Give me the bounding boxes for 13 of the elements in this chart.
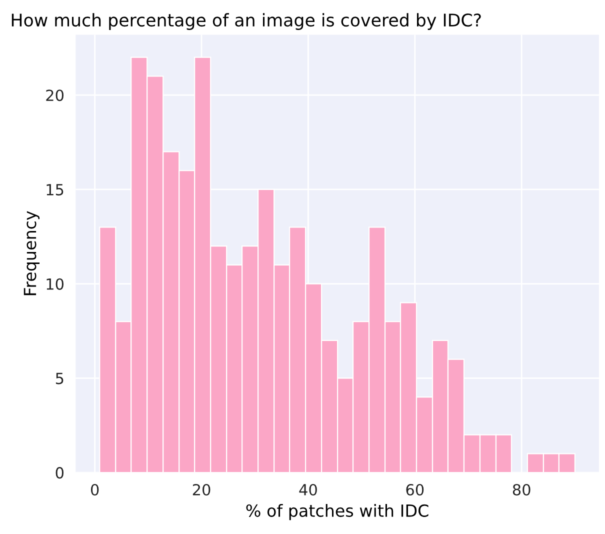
x-tick-label: 40: [299, 484, 317, 496]
y-axis-title: Frequency: [24, 211, 40, 296]
chart-title: How much percentage of an image is covered by IDC?: [12, 13, 481, 30]
x-tick-label: 80: [512, 484, 530, 496]
x-tick-label: 20: [192, 484, 210, 496]
y-tick-label: 5: [56, 372, 64, 384]
x-axis-title: % of patches with IDC: [246, 504, 428, 520]
x-tick-label: 60: [406, 484, 424, 496]
y-tick-label: 15: [46, 184, 64, 196]
y-tick-label: 20: [46, 90, 64, 102]
y-tick-label: 10: [46, 278, 64, 290]
y-tick-label: 0: [56, 467, 64, 479]
x-tick-label: 0: [90, 484, 99, 496]
